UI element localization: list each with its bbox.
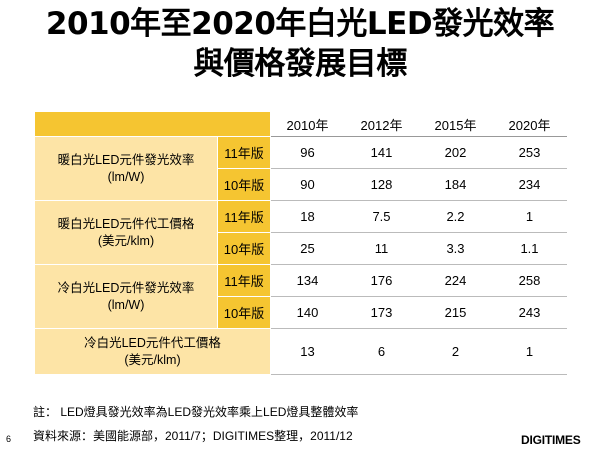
table-row: 10年版 25 11 3.3 1.1	[35, 232, 567, 265]
version-label: 10年版	[217, 296, 271, 329]
year-header: 2012年	[344, 111, 419, 137]
source-note: 資料來源：美國能源部，2011/7；DIGITIMES整理，2011/12	[33, 429, 353, 443]
table-row: 冷白光LED元件代工價格 (美元/klm) 13 6 2 1	[34, 328, 567, 375]
value-cell: 141	[344, 136, 419, 169]
category-unit: (lm/W)	[107, 297, 145, 312]
category-cell: 暖白光LED元件代工價格 (美元/klm)	[34, 200, 218, 265]
slide-title-line-1: 2010年至2020年白光LED發光效率	[45, 6, 555, 42]
value-cell: 7.5	[344, 200, 419, 233]
table-row: 暖白光LED元件代工價格 (美元/klm) 11年版 18 7.5 2.2 1	[34, 200, 567, 265]
header-blank-cell	[34, 111, 271, 137]
category-unit: (lm/W)	[107, 169, 145, 184]
value-cell: 11	[344, 232, 419, 265]
footnote: 註： LED燈具發光效率為LED發光效率乘上LED燈具整體效率	[33, 405, 359, 419]
value-cell: 134	[270, 264, 345, 297]
value-cell: 234	[492, 168, 567, 201]
value-cell: 2	[418, 328, 493, 375]
value-cell: 1.1	[492, 232, 567, 265]
value-cell: 13	[270, 328, 345, 375]
year-header: 2020年	[492, 111, 567, 137]
category-label: 冷白光LED元件代工價格	[84, 335, 221, 350]
year-header: 2015年	[418, 111, 493, 137]
header-row: 2010年 2012年 2015年 2020年	[34, 111, 567, 137]
version-label: 11年版	[217, 136, 271, 169]
category-cell: 暖白光LED元件發光效率 (lm/W)	[34, 136, 218, 201]
value-cell: 253	[492, 136, 567, 169]
page-number: 6	[6, 434, 12, 444]
value-cell: 3.3	[418, 232, 493, 265]
value-cell: 96	[270, 136, 345, 169]
value-cell: 173	[344, 296, 419, 329]
value-cell: 258	[492, 264, 567, 297]
year-header: 2010年	[270, 111, 345, 137]
digitimes-logo: DIGITIMES	[521, 433, 581, 447]
category-label: 暖白光LED元件發光效率	[57, 152, 195, 167]
value-cell: 1	[492, 328, 567, 375]
table-row: 10年版 90 128 184 234	[35, 168, 567, 201]
value-cell: 1	[492, 200, 567, 233]
value-cell: 90	[270, 168, 345, 201]
table-row: 暖白光LED元件發光效率 (lm/W) 11年版 96 141 202 253	[34, 136, 567, 201]
category-cell: 冷白光LED元件代工價格 (美元/klm)	[34, 328, 271, 375]
value-cell: 128	[344, 168, 419, 201]
value-cell: 184	[418, 168, 493, 201]
value-cell: 202	[418, 136, 493, 169]
version-label: 10年版	[217, 232, 271, 265]
value-cell: 6	[344, 328, 419, 375]
table-row: 冷白光LED元件發光效率 (lm/W) 11年版 134 176 224 258	[34, 264, 567, 329]
category-unit: (美元/klm)	[97, 233, 155, 248]
value-cell: 224	[418, 264, 493, 297]
data-table: 2010年 2012年 2015年 2020年 暖白光LED元件發光效率 (lm…	[34, 111, 567, 375]
category-unit: (美元/klm)	[124, 352, 181, 367]
slide-title-line-2: 與價格發展目標	[193, 46, 407, 82]
value-cell: 18	[270, 200, 345, 233]
value-cell: 2.2	[418, 200, 493, 233]
table-row: 10年版 140 173 215 243	[35, 296, 567, 329]
value-cell: 176	[344, 264, 419, 297]
version-label: 11年版	[217, 264, 271, 297]
category-label: 暖白光LED元件代工價格	[57, 216, 195, 231]
value-cell: 215	[418, 296, 493, 329]
version-label: 10年版	[217, 168, 271, 201]
category-cell: 冷白光LED元件發光效率 (lm/W)	[34, 264, 218, 329]
value-cell: 243	[492, 296, 567, 329]
category-label: 冷白光LED元件發光效率	[57, 280, 195, 295]
version-label: 11年版	[217, 200, 271, 233]
value-cell: 140	[270, 296, 345, 329]
value-cell: 25	[270, 232, 345, 265]
